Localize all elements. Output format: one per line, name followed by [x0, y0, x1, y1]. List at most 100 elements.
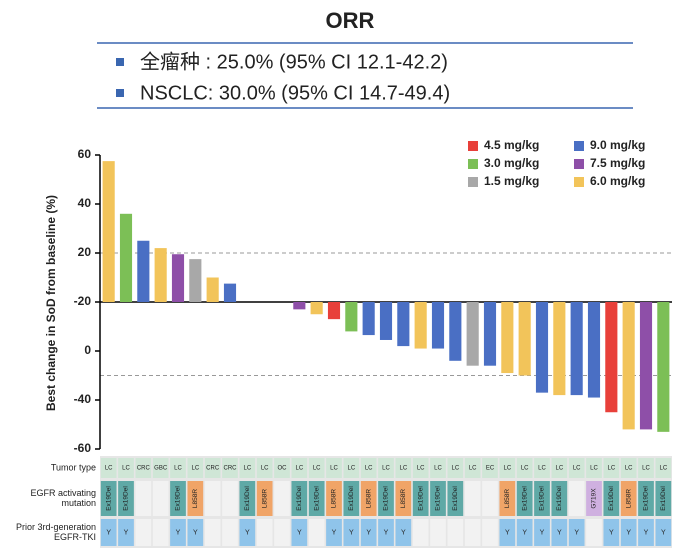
legend-label: 9.0 mg/kg — [590, 138, 645, 152]
bar — [345, 302, 358, 332]
bullet-text: 全瘤种 : 25.0% (95% CI 12.1-42.2) — [140, 50, 448, 73]
tki-cell — [100, 519, 117, 546]
tki-cell — [464, 519, 481, 546]
tki-cell — [638, 519, 654, 546]
legend-label: 6.0 mg/kg — [590, 174, 645, 188]
tumor-type: LC — [469, 466, 477, 472]
tumor-cell — [100, 458, 117, 478]
mutation-label: L858R — [504, 489, 511, 508]
tki-cell — [291, 519, 308, 546]
tki-label: Y — [574, 529, 579, 536]
bar — [535, 302, 549, 393]
bar — [223, 283, 237, 302]
mutation-label: Ex19Del — [296, 486, 303, 511]
legend-swatch — [574, 159, 584, 169]
bar — [206, 277, 219, 302]
tumor-type: LC — [174, 466, 182, 472]
mutation-label: Ex19Del — [383, 486, 390, 511]
mutation-cell — [170, 481, 186, 516]
bar — [154, 248, 167, 302]
tumor-type: LC — [417, 466, 425, 472]
tumor-type: EC — [486, 466, 495, 472]
tki-cell — [551, 519, 568, 546]
tki-label: Y — [401, 529, 406, 536]
y-tick-label: -20 — [74, 294, 92, 308]
mutation-label: L858R — [192, 489, 199, 508]
mutation-label: Ex19Del — [417, 486, 424, 511]
tki-cell — [187, 519, 204, 546]
tki-cell — [395, 519, 412, 546]
tumor-cell — [482, 458, 498, 478]
tki-label: Y — [193, 529, 198, 536]
tki-cell — [222, 519, 238, 546]
mutation-cell — [655, 481, 672, 516]
tumor-cell — [655, 458, 672, 478]
tki-cell — [568, 519, 585, 546]
tki-label: Y — [297, 529, 302, 536]
tki-cell — [308, 519, 325, 546]
mutation-cell — [638, 481, 654, 516]
tki-label: Y — [626, 529, 631, 536]
mutation-cell — [447, 481, 464, 516]
tumor-type: LC — [313, 466, 321, 472]
tki-cell — [274, 519, 290, 546]
tki-cell — [412, 519, 429, 546]
mutation-label: Ex19Del — [313, 486, 320, 511]
mutation-cell — [118, 481, 134, 516]
mutation-label: L858R — [261, 489, 268, 508]
y-tick-label: 60 — [78, 147, 92, 161]
bar — [657, 302, 670, 432]
row-label: mutation — [61, 498, 96, 508]
row-label: EGFR activating — [30, 488, 96, 498]
tki-label: Y — [540, 529, 545, 536]
mutation-label: Ex19Del — [123, 486, 130, 511]
tki-label: Y — [349, 529, 354, 536]
tumor-type: LC — [295, 466, 303, 472]
mutation-label: Ex19Del — [521, 486, 528, 511]
tki-label: Y — [124, 529, 129, 536]
tumor-type: CRC — [224, 466, 238, 472]
bar — [466, 302, 479, 366]
bullet-text: NSCLC: 30.0% (95% CI 14.7-49.4) — [140, 82, 450, 104]
bar — [102, 161, 115, 302]
tki-cell — [326, 519, 342, 546]
tki-cell — [447, 519, 464, 546]
tki-cell — [482, 519, 498, 546]
mutation-cell — [326, 481, 342, 516]
row-label: Tumor type — [51, 462, 96, 472]
y-tick-label: 40 — [78, 196, 92, 210]
tumor-cell — [568, 458, 585, 478]
mutation-label: Ex19Del — [175, 486, 182, 511]
tki-cell — [534, 519, 550, 546]
mutation-cell — [620, 481, 637, 516]
bar — [449, 302, 462, 361]
mutation-label: L858R — [331, 489, 338, 508]
tumor-type: GBC — [154, 466, 168, 472]
mutation-label: Ex19Del — [539, 486, 546, 511]
tki-cell — [586, 519, 602, 546]
legend-label: 7.5 mg/kg — [590, 156, 645, 170]
tumor-cell — [152, 458, 169, 478]
tumor-cell — [187, 458, 204, 478]
tumor-type: LC — [573, 466, 581, 472]
mutation-label: G719X — [591, 488, 598, 509]
legend-swatch — [468, 177, 478, 187]
tki-cell — [655, 519, 672, 546]
tumor-cell — [274, 458, 290, 478]
tumor-cell — [499, 458, 516, 478]
mutation-cell — [430, 481, 446, 516]
bar — [119, 213, 133, 302]
tki-cell — [135, 519, 152, 546]
mutation-cell — [482, 481, 498, 516]
bar — [518, 302, 531, 376]
mutation-cell — [499, 481, 516, 516]
tumor-cell — [551, 458, 568, 478]
mutation-cell — [378, 481, 394, 516]
tumor-cell — [534, 458, 550, 478]
tumor-cell — [516, 458, 533, 478]
mutation-cell — [152, 481, 169, 516]
mutation-cell — [516, 481, 533, 516]
tki-cell — [343, 519, 360, 546]
legend-label: 3.0 mg/kg — [484, 156, 539, 170]
mutation-cell — [464, 481, 481, 516]
